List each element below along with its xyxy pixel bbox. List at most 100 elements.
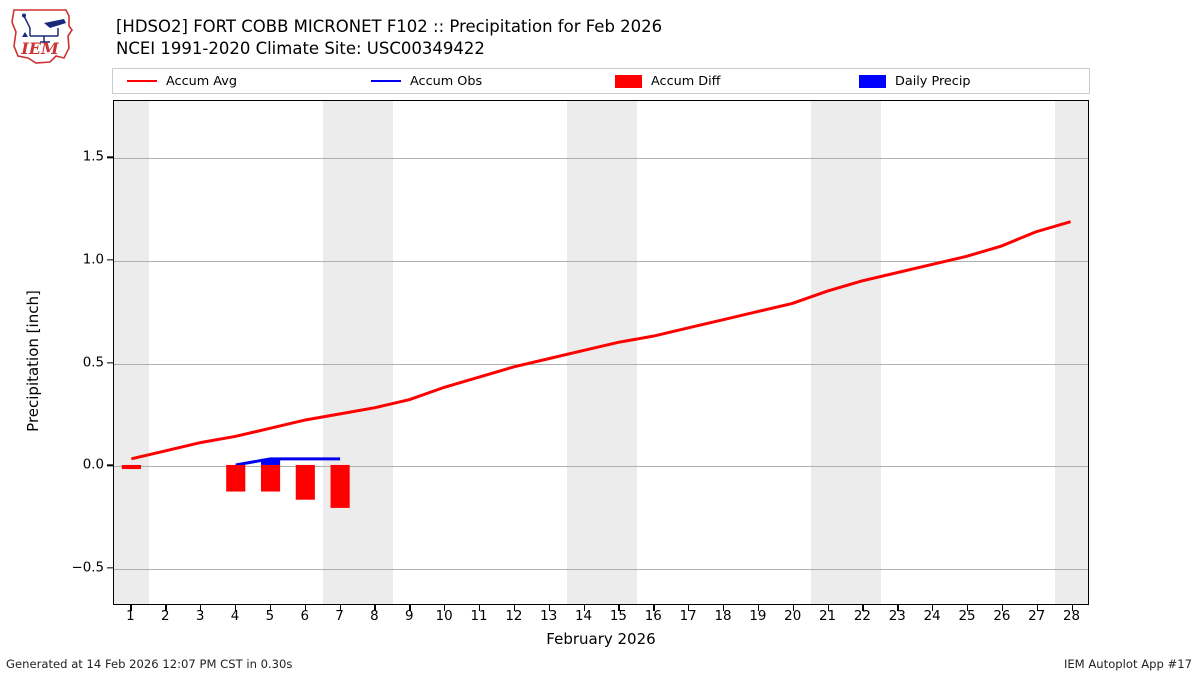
x-axis-tick-label: 19 <box>749 609 767 624</box>
x-axis-tick-label: 17 <box>679 609 697 624</box>
data-series-layer <box>121 220 1072 508</box>
x-axis-tick-label: 16 <box>644 609 662 624</box>
x-axis-tick-label: 15 <box>609 609 627 624</box>
legend-label-accum-avg: Accum Avg <box>166 73 237 89</box>
x-axis-tick-label: 5 <box>265 609 275 624</box>
x-axis-tick-mark <box>757 605 760 611</box>
y-axis-tick-label: 0.0 <box>82 457 104 473</box>
x-axis-tick-label: 11 <box>470 609 488 624</box>
legend-swatch-icon-accum-diff <box>615 74 642 88</box>
x-axis-tick-mark <box>444 605 446 611</box>
chart-legend: Accum Avg Accum Obs Accum Diff Daily Pre… <box>112 68 1090 94</box>
x-axis-tick-mark <box>723 605 725 611</box>
x-axis-tick-mark <box>653 605 655 611</box>
legend-item-accum-avg: Accum Avg <box>113 74 357 89</box>
x-axis-tick-mark <box>548 605 550 611</box>
bar-accum-diff <box>295 464 315 500</box>
y-axis-tick-mark <box>107 362 113 364</box>
x-axis-tick-label: 9 <box>405 609 414 624</box>
gridline <box>114 466 1088 468</box>
x-axis-tick-label: 28 <box>1063 609 1081 624</box>
title-line-1: [HDSO2] FORT COBB MICRONET F102 :: Preci… <box>116 17 663 36</box>
x-axis-tick-label: 7 <box>335 609 344 624</box>
x-axis-tick-label: 14 <box>575 609 593 624</box>
gridline <box>114 261 1088 263</box>
x-axis-tick-mark <box>304 605 306 611</box>
x-axis-tick-label: 20 <box>784 609 802 624</box>
x-axis-tick-mark <box>688 605 690 611</box>
x-axis-tick-label: 23 <box>888 609 906 624</box>
bar-accum-diff <box>330 464 350 508</box>
x-axis-tick-label: 18 <box>714 609 732 624</box>
x-axis-tick-mark <box>862 605 864 611</box>
gridline <box>114 363 1088 365</box>
weekend-band <box>811 101 881 604</box>
x-axis-tick-mark <box>200 605 202 611</box>
footer-generated-text: Generated at 14 Feb 2026 12:07 PM CST in… <box>6 657 293 671</box>
x-axis-tick-label: 13 <box>540 609 558 624</box>
y-axis-tick-label: 1.5 <box>82 149 104 165</box>
legend-label-accum-diff: Accum Diff <box>651 73 721 89</box>
x-axis-tick-label: 25 <box>958 609 976 624</box>
line-accum-avg <box>131 220 1072 461</box>
y-axis-tick-label: −0.5 <box>71 560 104 576</box>
x-axis-tick-mark <box>1036 605 1038 611</box>
line-accum-obs <box>235 457 341 467</box>
x-axis-tick-mark <box>513 605 516 611</box>
x-axis-tick-mark <box>932 605 934 611</box>
x-axis-tick-mark <box>409 605 411 611</box>
legend-line-icon-accum-avg <box>127 80 157 82</box>
x-axis-tick-mark <box>792 605 794 611</box>
x-axis-label: February 2026 <box>546 630 656 648</box>
x-axis-tick-mark <box>130 605 132 611</box>
x-axis-tick-mark <box>339 605 341 611</box>
y-axis-tick-mark <box>107 464 113 467</box>
x-axis-tick-label: 27 <box>1028 609 1046 624</box>
x-axis-tick-mark <box>235 605 237 611</box>
gridlines <box>114 101 1088 604</box>
weekend-shading <box>114 101 1088 604</box>
bar-accum-diff <box>226 464 246 492</box>
bar-daily-precip <box>260 458 281 465</box>
y-axis-tick-mark <box>107 259 113 261</box>
x-axis-tick-mark <box>269 605 272 611</box>
x-axis-tick-label: 6 <box>300 609 309 624</box>
x-axis-tick-label: 2 <box>161 609 170 624</box>
legend-label-accum-obs: Accum Obs <box>410 73 483 89</box>
y-axis-tick-mark <box>107 567 113 569</box>
x-axis-tick-mark <box>583 605 585 611</box>
legend-item-accum-diff: Accum Diff <box>601 74 845 89</box>
page-title: [HDSO2] FORT COBB MICRONET F102 :: Preci… <box>116 16 1016 60</box>
x-axis-tick-label: 24 <box>923 609 941 624</box>
x-axis-tick-mark <box>618 605 620 611</box>
x-axis-tick-label: 8 <box>370 609 379 624</box>
gridline <box>114 158 1088 160</box>
y-axis-label: Precipitation [inch] <box>24 290 42 432</box>
iem-logo-icon: IEM <box>6 6 78 68</box>
x-axis-tick-mark <box>165 605 167 611</box>
x-axis-tick-label: 21 <box>819 609 837 624</box>
bar-accum-diff <box>121 464 141 470</box>
gridline <box>114 569 1088 571</box>
x-axis-tick-mark <box>374 605 376 611</box>
x-axis-tick-label: 4 <box>230 609 240 624</box>
x-axis-tick-label: 26 <box>993 609 1011 624</box>
weekend-band <box>114 101 149 604</box>
weekend-band <box>1055 101 1088 604</box>
plot-area <box>113 100 1089 605</box>
bar-accum-diff <box>260 464 281 492</box>
x-axis-tick-mark <box>1071 605 1073 611</box>
x-axis-tick-label: 3 <box>195 609 205 624</box>
x-axis-tick-label: 10 <box>435 609 453 624</box>
legend-item-accum-obs: Accum Obs <box>357 74 601 89</box>
y-axis-tick-label: 1.0 <box>82 252 104 268</box>
x-axis-tick-label: 22 <box>853 609 871 624</box>
x-axis-tick-mark <box>479 605 481 611</box>
x-axis-tick-mark <box>967 605 969 611</box>
y-axis-tick-mark <box>107 156 113 159</box>
x-axis-tick-mark <box>1001 605 1004 611</box>
title-line-2: NCEI 1991-2020 Climate Site: USC00349422 <box>116 39 485 58</box>
svg-text:IEM: IEM <box>20 39 60 58</box>
x-axis-tick-mark <box>827 605 829 611</box>
